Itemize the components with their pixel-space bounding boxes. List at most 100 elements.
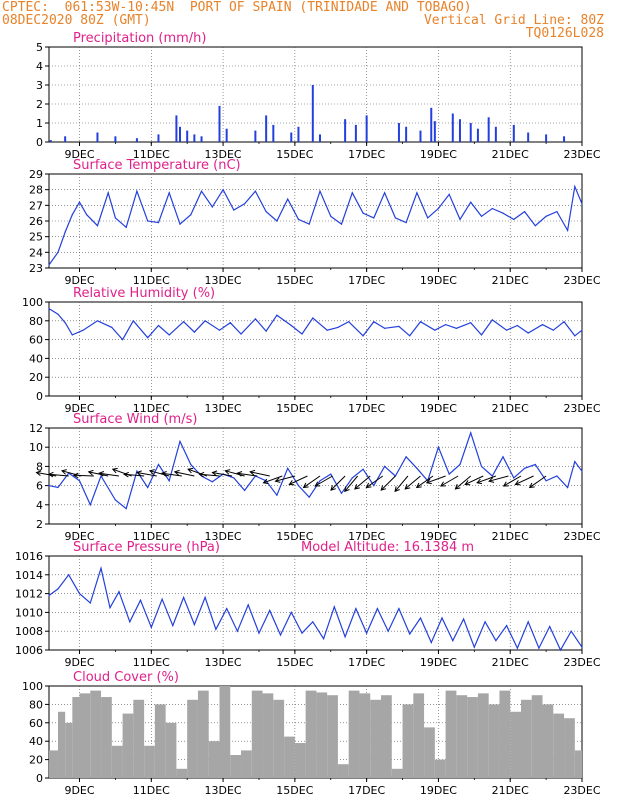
precip-bar (265, 115, 268, 142)
pressure-point (109, 607, 111, 609)
x-tick-label: 11DEC (133, 148, 170, 161)
temp-point (125, 226, 127, 228)
pressure-point (312, 621, 314, 623)
precip-bar (272, 124, 275, 142)
x-tick-label: 13DEC (205, 656, 242, 669)
temp-point (437, 207, 440, 210)
panel-title: Surface Temperature (nC) (73, 158, 241, 173)
wind-barb-shaft (404, 475, 421, 490)
y-tick-label: 26 (29, 215, 43, 228)
wind-point (48, 485, 50, 487)
cloud-column (208, 741, 220, 778)
temp-point (222, 189, 224, 191)
header-model-id: TQ0126L028 (525, 26, 604, 41)
rh-point (57, 313, 59, 315)
x-tick-label: 15DEC (276, 784, 313, 797)
pressure-point (139, 599, 142, 601)
rh-point (290, 324, 292, 327)
cloud-column (574, 750, 582, 778)
wind-barb-head (61, 469, 67, 475)
rh-point (265, 330, 267, 332)
x-tick-label: 23DEC (563, 148, 600, 161)
y-tick-label: 100 (22, 680, 43, 693)
precip-bar (114, 136, 117, 142)
pressure-point (269, 609, 271, 612)
precip-bar (451, 113, 454, 142)
precip-bar (49, 140, 52, 142)
rh-point (121, 339, 124, 341)
temp-point (57, 251, 59, 253)
wind-barb-head (476, 478, 483, 485)
pressure-point (344, 636, 346, 638)
temp-point (502, 212, 504, 214)
wind-barb-head (440, 481, 446, 487)
wind-point (168, 480, 170, 482)
cloud-column (531, 695, 543, 778)
x-tick-label: 23DEC (563, 274, 600, 287)
wind-barb-shaft (344, 475, 359, 492)
cloud-column (305, 690, 317, 778)
rh-point (132, 320, 134, 322)
cloud-column (133, 699, 145, 778)
wind-point (330, 473, 332, 475)
rh-point (218, 329, 221, 331)
x-tick-label: 9DEC (64, 148, 94, 161)
wind-barb-shaft (88, 471, 109, 477)
precip-bar (200, 136, 203, 142)
temp-point (545, 215, 547, 217)
rh-point (480, 334, 483, 336)
wind-barb-shaft (515, 475, 534, 485)
y-tick-label: 60 (29, 334, 43, 347)
wind-barb-head (160, 471, 167, 477)
wind-barb-head (35, 470, 42, 476)
cloud-column (219, 686, 231, 778)
wind-point (89, 504, 91, 506)
rh-point (229, 322, 231, 324)
precip-bar (487, 117, 490, 142)
precip-bar (419, 130, 422, 142)
temp-point (48, 264, 50, 266)
x-tick-label: 11DEC (133, 530, 170, 543)
wind-barb-head (72, 472, 79, 479)
precip-bar (476, 128, 479, 142)
wind-barb-shaft (366, 475, 384, 488)
wind-point (190, 463, 192, 466)
x-tick-label: 21DEC (492, 274, 529, 287)
rh-point (383, 327, 386, 329)
cloud-column (65, 722, 73, 778)
precip-bar (193, 134, 196, 142)
wind-barb-head (454, 484, 461, 490)
temp-point (513, 218, 515, 221)
x-tick-label: 17DEC (348, 530, 385, 543)
wind-barb-head (236, 471, 243, 477)
wind-point (340, 492, 343, 494)
y-tick-label: 80 (29, 698, 43, 711)
rh-point (254, 318, 256, 320)
precip-bar (469, 123, 472, 142)
wind-point (416, 467, 418, 469)
pressure-point (89, 602, 91, 604)
pressure-point (161, 598, 163, 600)
cloud-column (553, 713, 565, 778)
precip-bar (225, 128, 228, 142)
rh-point (409, 335, 411, 337)
wind-point (114, 499, 117, 501)
temp-point (362, 212, 364, 214)
pressure-point (78, 593, 81, 595)
rh-point (301, 333, 303, 335)
x-tick-label: 17DEC (348, 402, 385, 415)
precip-bar (545, 134, 548, 142)
pressure-point (301, 632, 303, 634)
temp-point (136, 190, 138, 192)
pressure-point (193, 624, 195, 626)
cloud-column (477, 693, 489, 778)
wind-point (459, 463, 461, 466)
temp-point (416, 192, 418, 194)
wind-barb-shaft (426, 475, 446, 484)
x-tick-label: 21DEC (492, 402, 529, 415)
y-tick-label: 1012 (15, 588, 43, 601)
y-tick-label: 25 (29, 231, 43, 244)
pressure-point (118, 591, 120, 593)
rh-point (506, 329, 508, 331)
precip-bar (318, 134, 321, 142)
